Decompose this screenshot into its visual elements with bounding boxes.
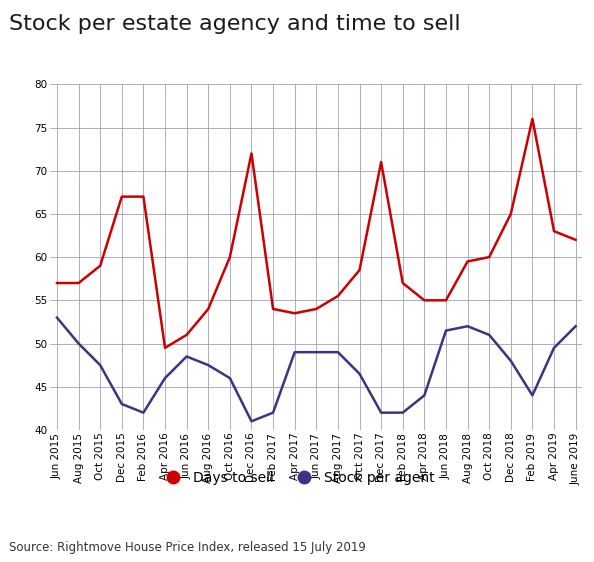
- Text: Source: Rightmove House Price Index, released 15 July 2019: Source: Rightmove House Price Index, rel…: [9, 541, 366, 554]
- Text: Stock per estate agency and time to sell: Stock per estate agency and time to sell: [9, 14, 460, 34]
- Legend: Days to sell, Stock per agent: Days to sell, Stock per agent: [154, 465, 440, 491]
